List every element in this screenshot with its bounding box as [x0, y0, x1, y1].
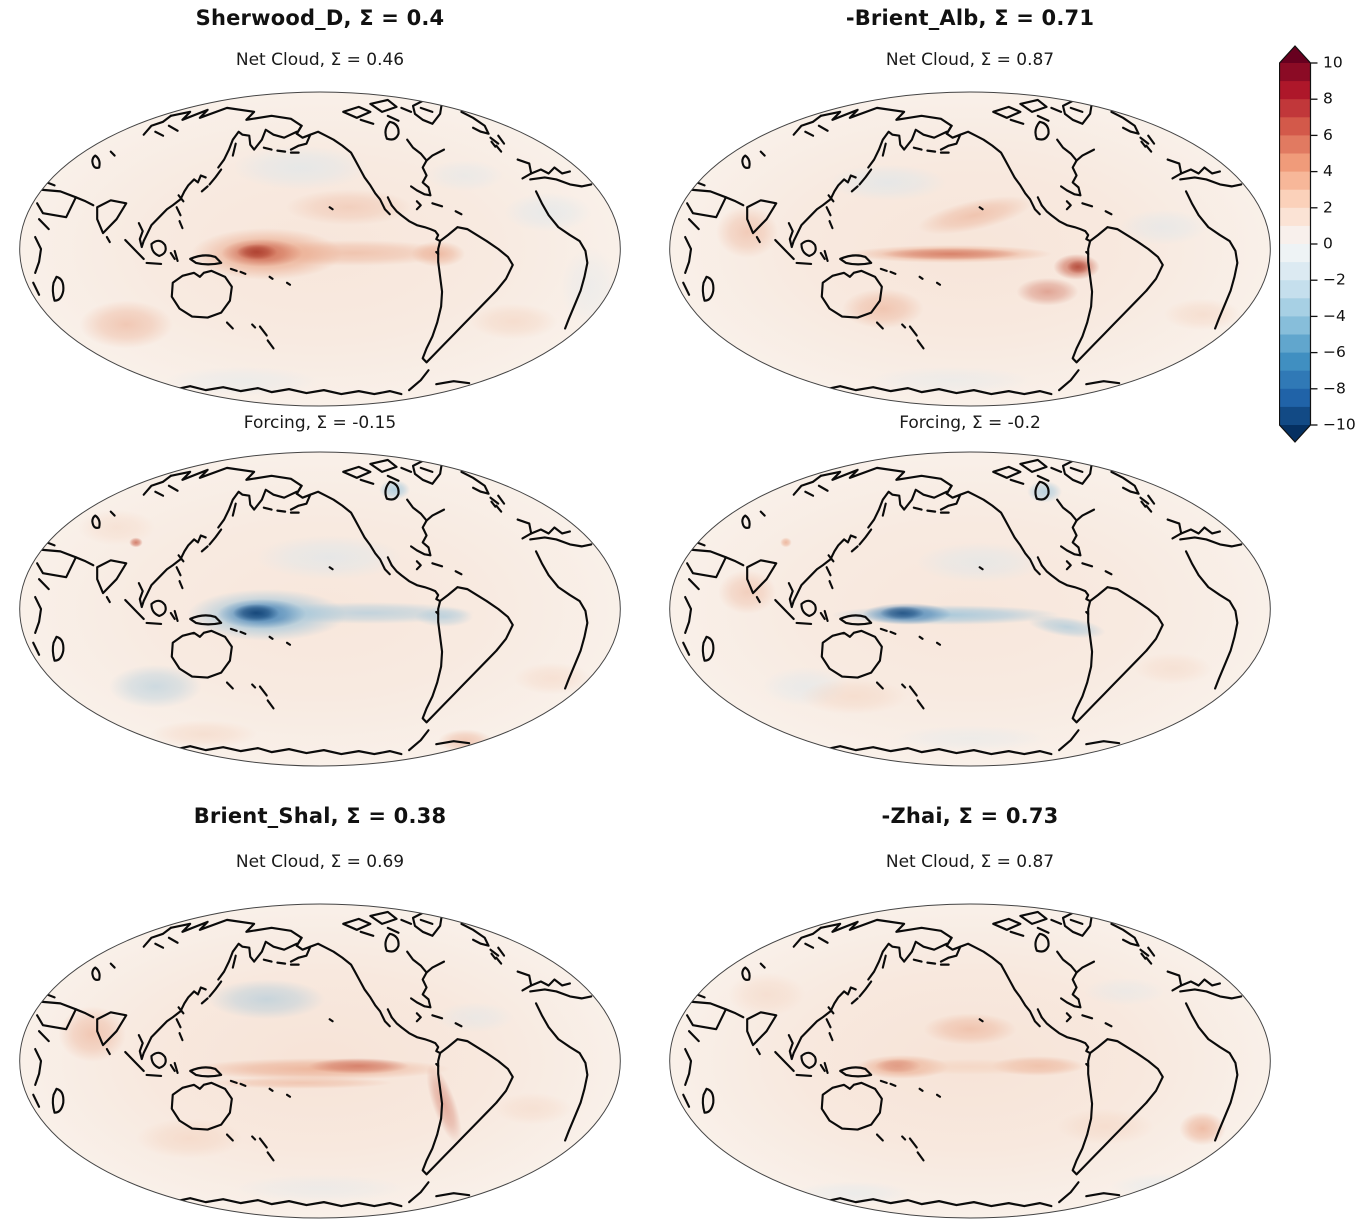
panel-title-sherwood-d: Sherwood_D, Σ = 0.4: [0, 6, 640, 30]
colorbar-tick-label: 4: [1323, 162, 1333, 180]
anomaly-blob: [560, 247, 618, 327]
colorbar-tick-label: 2: [1323, 198, 1333, 216]
colorbar-tick-label: 0: [1323, 235, 1333, 253]
colorbar-segment: [1280, 280, 1311, 299]
colorbar-tick-label: 6: [1323, 126, 1333, 144]
map-sherwood-netcloud: [10, 88, 630, 410]
colorbar-tick-label: −10: [1323, 416, 1356, 434]
anomaly-blob: [917, 542, 1043, 582]
world-map: [660, 448, 1280, 770]
anomaly-blob: [80, 301, 173, 349]
anomaly-blob: [109, 665, 202, 709]
panel-subtitle-netcloud-2: Net Cloud, Σ = 0.87: [650, 50, 1290, 70]
anomaly-blob: [728, 973, 806, 1017]
anomaly-blob: [494, 1093, 572, 1125]
anomaly-blob: [233, 1174, 407, 1202]
colorbar-segment: [1280, 226, 1311, 245]
anomaly-blob: [1057, 1109, 1154, 1145]
colorbar-tick-label: −8: [1323, 379, 1346, 397]
colorbar-tick-label: −6: [1323, 343, 1346, 361]
anomaly-blob: [58, 1006, 126, 1062]
colorbar-segment: [1280, 135, 1311, 154]
world-map: [660, 900, 1280, 1222]
anomaly-blob: [78, 510, 156, 546]
anomaly-blob: [415, 607, 473, 627]
panel-subtitle-forcing-1: Forcing, Σ = -0.15: [0, 413, 640, 433]
map-brientalb-netcloud: [660, 88, 1280, 410]
map-zhai-netcloud: [660, 900, 1280, 1222]
panel-subtitle-netcloud-3: Net Cloud, Σ = 0.69: [0, 852, 640, 872]
panel-subtitle-forcing-2: Forcing, Σ = -0.2: [650, 413, 1290, 433]
anomaly-blob: [257, 535, 402, 579]
panel-title-brient-shal: Brient_Shal, Σ = 0.38: [0, 804, 640, 828]
figure-canvas: Sherwood_D, Σ = 0.4 -Brient_Alb, Σ = 0.7…: [0, 0, 1372, 1223]
anomaly-blob: [308, 1058, 409, 1074]
colorbar-segment: [1280, 81, 1311, 100]
anomaly-blob: [1084, 978, 1165, 1006]
colorbar-segment: [1280, 117, 1311, 136]
anomaly-blob: [842, 289, 923, 329]
colorbar-tick-label: −4: [1323, 307, 1346, 325]
anomaly-blob: [1135, 653, 1213, 685]
colorbar-extend-min: [1280, 425, 1311, 442]
colorbar-extend-max: [1280, 46, 1311, 63]
colorbar-segment: [1280, 371, 1311, 390]
colorbar-segment: [1280, 316, 1311, 335]
anomaly-blob: [800, 679, 907, 715]
anomaly-blob: [1067, 260, 1090, 274]
colorbar-segment: [1280, 407, 1311, 426]
map-brientshal-netcloud: [10, 900, 630, 1222]
colorbar-segment: [1280, 262, 1311, 281]
anomaly-blob: [209, 980, 325, 1020]
map-brientalb-forcing: [660, 448, 1280, 770]
colorbar-tick-label: 10: [1323, 54, 1343, 72]
anomaly-blob: [136, 1119, 243, 1159]
anomaly-blob: [514, 663, 592, 695]
colorbar-segment: [1280, 208, 1311, 227]
colorbar-segment: [1280, 298, 1311, 317]
colorbar-segment: [1280, 172, 1311, 191]
anomaly-blob: [436, 1002, 514, 1032]
anomaly-blob: [233, 146, 369, 190]
colorbar-tick-label: −2: [1323, 271, 1346, 289]
anomaly-blob: [427, 160, 505, 192]
colorbar-tick-label: 8: [1323, 90, 1333, 108]
anomaly-blob: [438, 729, 492, 753]
colorbar-segment: [1280, 154, 1311, 173]
colorbar-svg: 10 8 6 4 2 0 −2 −4 −6 −8 −10: [1279, 40, 1371, 452]
world-map: [10, 900, 630, 1222]
map-sherwood-forcing: [10, 448, 630, 770]
colorbar-segment: [1280, 99, 1311, 118]
colorbar-segment: [1280, 353, 1311, 372]
panel-subtitle-netcloud-4: Net Cloud, Σ = 0.87: [650, 852, 1290, 872]
colorbar-segment: [1280, 335, 1311, 354]
colorbar-segment: [1280, 244, 1311, 263]
anomaly-blob: [470, 304, 557, 340]
world-map: [660, 88, 1280, 410]
colorbar-segment: [1280, 190, 1311, 209]
anomaly-blob: [881, 248, 1021, 260]
world-map: [10, 88, 630, 410]
colorbar-segment: [1280, 63, 1311, 82]
anomaly-blob: [1017, 278, 1079, 306]
colorbar-segment: [1280, 389, 1311, 408]
panel-title-brient-alb: -Brient_Alb, Σ = 0.71: [650, 6, 1290, 30]
panel-subtitle-netcloud-1: Net Cloud, Σ = 0.46: [0, 50, 640, 70]
anomaly-blob: [1164, 299, 1242, 331]
colorbar: 10 8 6 4 2 0 −2 −4 −6 −8 −10: [1279, 40, 1371, 452]
anomaly-blob: [880, 606, 925, 620]
anomaly-blob: [780, 537, 792, 547]
anomaly-blob: [849, 1059, 1091, 1075]
panel-title-zhai: -Zhai, Σ = 0.73: [650, 804, 1290, 828]
anomaly-blob: [893, 725, 1048, 751]
anomaly-blob: [924, 1013, 1017, 1045]
world-map: [10, 448, 630, 770]
